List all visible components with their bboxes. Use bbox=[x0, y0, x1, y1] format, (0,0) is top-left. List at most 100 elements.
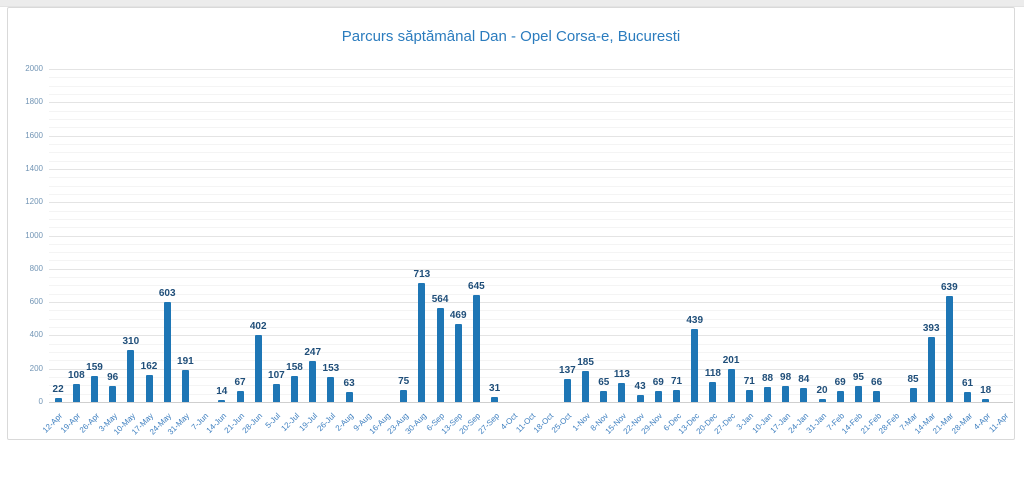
gridline-major bbox=[49, 368, 1013, 370]
gridline-major bbox=[49, 102, 1013, 104]
bar[interactable] bbox=[563, 379, 571, 402]
gridline-minor bbox=[49, 143, 1013, 145]
gridline-minor bbox=[49, 243, 1013, 245]
y-axis-tick-label: 400 bbox=[29, 330, 43, 340]
bar-value-label: 85 bbox=[907, 373, 919, 385]
bar[interactable] bbox=[745, 390, 753, 402]
chart-frame[interactable]: Parcurs săptămânal Dan - Opel Corsa-e, B… bbox=[7, 7, 1015, 440]
bar[interactable] bbox=[654, 390, 662, 402]
bar[interactable] bbox=[91, 375, 98, 402]
bar[interactable] bbox=[636, 394, 644, 402]
bar[interactable] bbox=[145, 375, 153, 402]
bar-value-label: 71 bbox=[743, 376, 755, 388]
gridline-minor bbox=[49, 310, 1013, 312]
bar-value-label: 137 bbox=[559, 365, 576, 377]
bar-value-label: 393 bbox=[922, 322, 940, 334]
bar-value-label: 14 bbox=[216, 385, 228, 397]
spreadsheet-edge-strip bbox=[0, 0, 1024, 7]
gridline-minor bbox=[49, 177, 1013, 179]
gridline-minor bbox=[49, 85, 1013, 87]
bar[interactable] bbox=[436, 308, 444, 402]
bar[interactable] bbox=[618, 383, 626, 402]
bar[interactable] bbox=[72, 384, 80, 402]
gridline-minor bbox=[49, 93, 1013, 95]
y-axis-tick-label: 1600 bbox=[25, 130, 43, 140]
bar[interactable] bbox=[873, 391, 881, 402]
gridline-minor bbox=[49, 293, 1013, 295]
bar[interactable] bbox=[945, 295, 953, 402]
bar-value-label: 107 bbox=[268, 370, 285, 382]
bar[interactable] bbox=[800, 388, 808, 402]
bar[interactable] bbox=[163, 301, 171, 402]
bar-value-label: 84 bbox=[798, 374, 810, 385]
bar-value-label: 310 bbox=[122, 336, 140, 348]
bar-value-label: 645 bbox=[468, 280, 485, 292]
gridline-minor bbox=[49, 193, 1013, 195]
bar-value-label: 69 bbox=[652, 376, 664, 388]
gridline-minor bbox=[49, 285, 1013, 287]
gridline-minor bbox=[49, 277, 1013, 279]
bar[interactable] bbox=[709, 382, 717, 402]
bar[interactable] bbox=[254, 335, 262, 402]
bar[interactable] bbox=[181, 370, 189, 402]
bar[interactable] bbox=[854, 386, 862, 402]
bar[interactable] bbox=[764, 387, 771, 402]
bar-value-label: 65 bbox=[598, 377, 610, 389]
bar[interactable] bbox=[818, 398, 826, 402]
bar-value-label: 603 bbox=[158, 287, 176, 299]
bar[interactable] bbox=[345, 391, 353, 402]
bar[interactable] bbox=[964, 391, 971, 402]
gridline-minor bbox=[49, 152, 1013, 154]
bar-value-label: 185 bbox=[577, 357, 594, 369]
gridline-major bbox=[49, 235, 1013, 237]
bar[interactable] bbox=[400, 389, 408, 402]
bar[interactable] bbox=[727, 368, 735, 402]
bar[interactable] bbox=[54, 398, 62, 402]
bar[interactable] bbox=[272, 384, 280, 402]
bar[interactable] bbox=[909, 387, 917, 402]
bar[interactable] bbox=[218, 399, 226, 402]
y-axis-tick-label: 0 bbox=[38, 397, 43, 406]
gridline-minor bbox=[49, 360, 1013, 362]
bar[interactable] bbox=[109, 386, 117, 402]
gridline-minor bbox=[49, 185, 1013, 187]
bar[interactable] bbox=[673, 390, 680, 402]
bar[interactable] bbox=[236, 390, 244, 402]
bar[interactable] bbox=[982, 399, 990, 402]
bar[interactable] bbox=[491, 396, 499, 402]
bar-value-label: 191 bbox=[177, 356, 194, 368]
bar[interactable] bbox=[418, 283, 426, 402]
bar[interactable] bbox=[836, 390, 844, 402]
y-axis-tick-label: 600 bbox=[29, 297, 43, 307]
y-axis-tick-label: 800 bbox=[29, 263, 43, 273]
bar[interactable] bbox=[691, 328, 699, 402]
gridline-minor bbox=[49, 352, 1013, 354]
bar[interactable] bbox=[127, 350, 135, 402]
gridline-minor bbox=[49, 385, 1013, 387]
bar-value-label: 98 bbox=[780, 371, 792, 383]
gridline-minor bbox=[49, 227, 1013, 229]
gridline-minor bbox=[49, 127, 1013, 129]
bar-value-label: 159 bbox=[86, 361, 103, 373]
bar-value-label: 75 bbox=[398, 375, 410, 387]
y-axis-tick-label: 200 bbox=[29, 363, 43, 373]
bar-value-label: 469 bbox=[449, 309, 467, 321]
bar[interactable] bbox=[309, 360, 317, 402]
gridline-major bbox=[49, 302, 1013, 304]
x-axis-line bbox=[49, 402, 1013, 403]
bar[interactable] bbox=[600, 391, 608, 402]
bar[interactable] bbox=[582, 371, 590, 402]
gridline-minor bbox=[49, 318, 1013, 320]
gridline-minor bbox=[49, 343, 1013, 345]
gridline-minor bbox=[49, 327, 1013, 329]
bar-value-label: 66 bbox=[871, 377, 883, 388]
bar[interactable] bbox=[454, 323, 462, 402]
gridline-minor bbox=[49, 252, 1013, 254]
bar[interactable] bbox=[782, 385, 790, 402]
bar[interactable] bbox=[291, 375, 298, 402]
bar[interactable] bbox=[327, 376, 335, 402]
bar-value-label: 639 bbox=[940, 281, 958, 293]
bar-value-label: 20 bbox=[816, 384, 828, 396]
bar[interactable] bbox=[927, 336, 935, 402]
bar[interactable] bbox=[472, 294, 480, 402]
